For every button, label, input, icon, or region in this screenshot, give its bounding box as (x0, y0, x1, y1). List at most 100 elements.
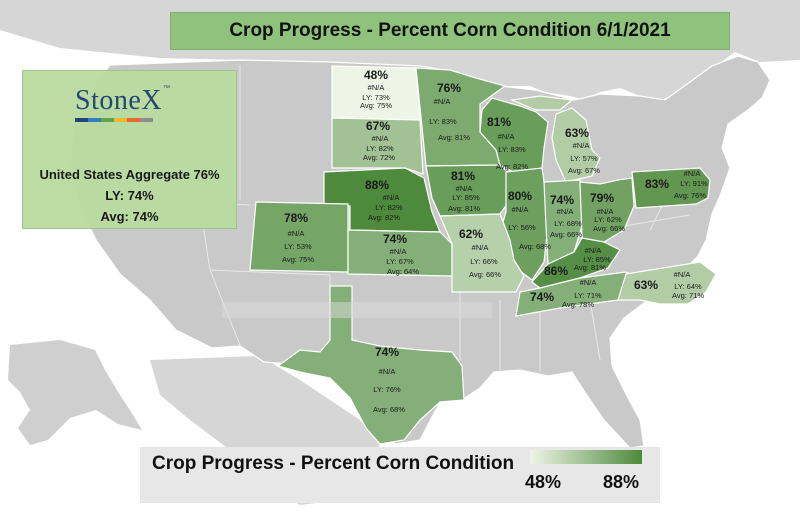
state-label-IA-current: #N/A (456, 184, 473, 193)
state-label-KY-current: #N/A (585, 246, 602, 255)
state-label-KY-avg: Avg: 81% (574, 263, 606, 272)
state-label-ND-ly: LY: 73% (362, 93, 390, 102)
state-label-IA-ly: LY: 85% (452, 193, 480, 202)
state-label-OH-pct: 79% (590, 191, 614, 205)
state-label-IL-pct: 80% (508, 189, 532, 203)
state-label-SD-avg: Avg: 72% (363, 153, 395, 162)
aggregate-panel: StoneX™ United States Aggregate 76% LY: … (22, 70, 237, 229)
state-label-CO-ly: LY: 53% (284, 242, 312, 251)
state-label-SD-current: #N/A (372, 134, 389, 143)
logo-bar-segment (75, 118, 88, 122)
state-label-NE-ly: LY: 82% (375, 203, 403, 212)
state-label-IA-pct: 81% (451, 169, 475, 183)
legend: Crop Progress - Percent Corn Condition 4… (140, 447, 660, 503)
state-label-MN-avg: Avg: 81% (438, 133, 470, 142)
state-label-MO-pct: 62% (459, 227, 483, 241)
state-label-ND-pct: 48% (364, 68, 388, 82)
logo-bar-segment (101, 118, 114, 122)
state-label-MI-avg: Avg: 67% (568, 166, 600, 175)
state-label-TN-pct: 74% (530, 290, 554, 304)
logo-text: StoneX (75, 85, 162, 116)
state-label-WI-current: #N/A (498, 132, 515, 141)
aggregate-current: United States Aggregate 76% (39, 167, 220, 182)
state-label-IN-avg: Avg: 66% (550, 230, 582, 239)
state-label-MI-pct: 63% (565, 126, 589, 140)
state-MI-up[interactable] (509, 95, 574, 111)
state-label-KS-ly: LY: 67% (386, 257, 414, 266)
state-label-CO-avg: Avg: 75% (282, 255, 314, 264)
alaska-landmass (8, 340, 142, 445)
state-label-NC-avg: Avg: 71% (672, 291, 704, 300)
state-label-TX-ly: LY: 76% (373, 385, 401, 394)
state-label-PA-pct: 83% (645, 177, 669, 191)
logo-bar-segment (127, 118, 140, 122)
state-NC[interactable] (617, 261, 717, 305)
state-label-KS-avg: Avg: 64% (387, 267, 419, 276)
state-label-OH-ly: LY: 62% (594, 215, 622, 224)
state-MI[interactable] (551, 107, 601, 183)
state-TX[interactable] (276, 285, 465, 445)
state-label-NC-ly: LY: 64% (674, 282, 702, 291)
state-label-KS-pct: 74% (383, 232, 407, 246)
state-label-IL-ly: LY: 56% (508, 223, 536, 232)
state-label-TN-current: #N/A (580, 278, 597, 287)
state-label-SD-ly: LY: 82% (366, 144, 394, 153)
state-label-MN-ly: LY: 83% (429, 117, 457, 126)
legend-gradient (530, 450, 642, 464)
state-label-IN-ly: LY: 68% (554, 219, 582, 228)
state-label-WI-ly: LY: 83% (498, 145, 526, 154)
aggregate-last-year: LY: 74% (105, 188, 154, 203)
state-label-MO-ly: LY: 66% (470, 257, 498, 266)
logo-bar-segment (88, 118, 101, 122)
state-PA[interactable] (631, 167, 711, 209)
legend-max: 88% (603, 472, 640, 492)
state-label-TN-avg: Avg: 78% (562, 300, 594, 309)
map-title: Crop Progress - Percent Corn Condition 6… (170, 12, 730, 50)
state-label-IN-pct: 74% (550, 193, 574, 207)
state-label-TX-avg: Avg: 68% (373, 405, 405, 414)
stonex-logo: StoneX™ (75, 85, 171, 117)
state-label-OH-current: #N/A (597, 207, 614, 216)
state-label-IL-avg: Avg: 68% (519, 242, 551, 251)
state-label-NC-pct: 63% (634, 278, 658, 292)
logo-color-bar (75, 118, 153, 122)
state-label-IN-current: #N/A (557, 207, 574, 216)
state-label-SD-pct: 67% (366, 119, 390, 133)
state-label-KY-ly: LY: 85% (583, 255, 611, 264)
state-label-WI-avg: Avg: 82% (496, 162, 528, 171)
state-label-KS-current: #N/A (390, 247, 407, 256)
state-label-NE-pct: 88% (365, 178, 389, 192)
logo-trademark: ™ (163, 85, 171, 92)
state-label-TN-ly: LY: 71% (574, 291, 602, 300)
state-label-PA-current: #N/A (684, 169, 701, 178)
state-label-IL-current: #N/A (512, 205, 529, 214)
state-KY[interactable] (531, 237, 621, 289)
legend-min: 48% (525, 472, 562, 492)
state-label-TX-current: #N/A (379, 367, 396, 376)
state-label-IA-avg: Avg: 81% (448, 204, 480, 213)
legend-title: Crop Progress - Percent Corn Condition (152, 453, 515, 474)
state-label-ND-current: #N/A (368, 83, 385, 92)
state-label-MO-current: #N/A (472, 243, 489, 252)
state-labels: 48%#N/ALY: 73%Avg: 75%67%#N/ALY: 82%Avg:… (282, 68, 708, 414)
state-IA[interactable] (425, 164, 513, 217)
logo-bar-segment (140, 118, 153, 122)
state-label-CO-current: #N/A (288, 229, 305, 238)
state-label-NE-avg: Avg: 82% (368, 213, 400, 222)
state-label-MI-ly: LY: 57% (570, 154, 598, 163)
state-label-CO-pct: 78% (284, 211, 308, 225)
state-label-OH-avg: Avg: 66% (593, 224, 625, 233)
aggregate-average: Avg: 74% (100, 209, 159, 224)
watermark-strip (222, 302, 492, 318)
state-label-NE-current: #N/A (383, 193, 400, 202)
state-SD[interactable] (331, 117, 424, 175)
state-label-NC-current: #N/A (674, 270, 691, 279)
state-label-MI-current: #N/A (573, 141, 590, 150)
state-label-MN-pct: 76% (437, 81, 461, 95)
state-label-ND-avg: Avg: 75% (360, 101, 392, 110)
state-label-PA-avg: Avg: 76% (674, 191, 706, 200)
state-MO[interactable] (439, 213, 525, 293)
state-label-MN-current: #N/A (434, 97, 451, 106)
state-label-TX-pct: 74% (375, 345, 399, 359)
